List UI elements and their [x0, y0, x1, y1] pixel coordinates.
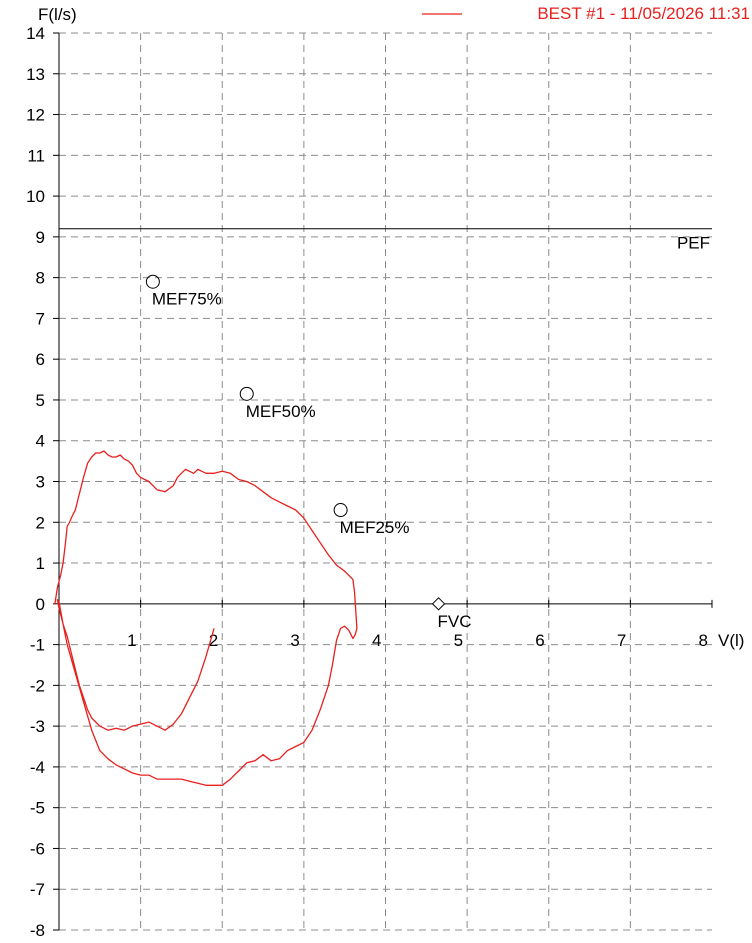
y-tick-label: 9: [36, 228, 45, 247]
mef25-label: MEF25%: [340, 518, 410, 537]
y-tick-label: 6: [36, 350, 45, 369]
y-tick-label: 1: [36, 554, 45, 573]
y-tick-label: 8: [36, 269, 45, 288]
y-tick-label: -7: [30, 880, 45, 899]
y-tick-label: -4: [30, 758, 45, 777]
mef50-marker: [239, 386, 254, 401]
y-tick-label: -8: [30, 921, 45, 940]
legend-label: BEST #1 - 11/05/2026 11:31: [537, 4, 750, 23]
y-tick-label: -6: [30, 839, 45, 858]
y-tick-label: -5: [30, 799, 45, 818]
markers-layer: MEF75% MEF50% MEF25% FVC: [145, 274, 472, 631]
y-tick-label: 2: [36, 513, 45, 532]
fvc-label: FVC: [438, 612, 472, 631]
x-tick-label: 7: [617, 631, 626, 650]
series-layer: PEF: [54, 228, 712, 786]
pef-label: PEF: [677, 234, 710, 253]
x-tick-label: 8: [699, 631, 708, 650]
mef25-marker: [333, 503, 348, 518]
y-tick-label: 3: [36, 473, 45, 492]
x-tick-label: 3: [290, 631, 299, 650]
y-tick-label: 13: [26, 65, 45, 84]
mef75-marker: [145, 274, 160, 289]
x-tick-label: 5: [454, 631, 463, 650]
y-tick-label: -2: [30, 676, 45, 695]
y-tick-label: 4: [36, 432, 45, 451]
flow-volume-curve: [54, 450, 358, 786]
x-tick-label: 1: [127, 631, 136, 650]
axes: [53, 32, 713, 931]
y-tick-label: 11: [27, 146, 45, 165]
mef50-label: MEF50%: [246, 402, 316, 421]
y-tick-label: 7: [36, 309, 45, 328]
x-axis-title: V(l): [718, 631, 744, 650]
mef75-label: MEF75%: [152, 290, 222, 309]
grid: [59, 32, 712, 931]
y-tick-label: 5: [36, 391, 45, 410]
x-tick-label: 4: [372, 631, 381, 650]
y-tick-label: 12: [26, 106, 45, 125]
y-tick-label: 0: [36, 595, 45, 614]
fvc-marker: [431, 597, 446, 611]
x-tick-label: 6: [535, 631, 544, 650]
legend: BEST #1 - 11/05/2026 11:31: [422, 4, 750, 23]
y-tick-label: -3: [30, 717, 45, 736]
y-tick-label: 10: [26, 187, 45, 206]
y-tick-label: 14: [26, 24, 45, 43]
x-tick-label: 2: [209, 631, 218, 650]
y-axis-title: F(l/s): [38, 5, 77, 24]
y-tick-label: -1: [30, 636, 45, 655]
